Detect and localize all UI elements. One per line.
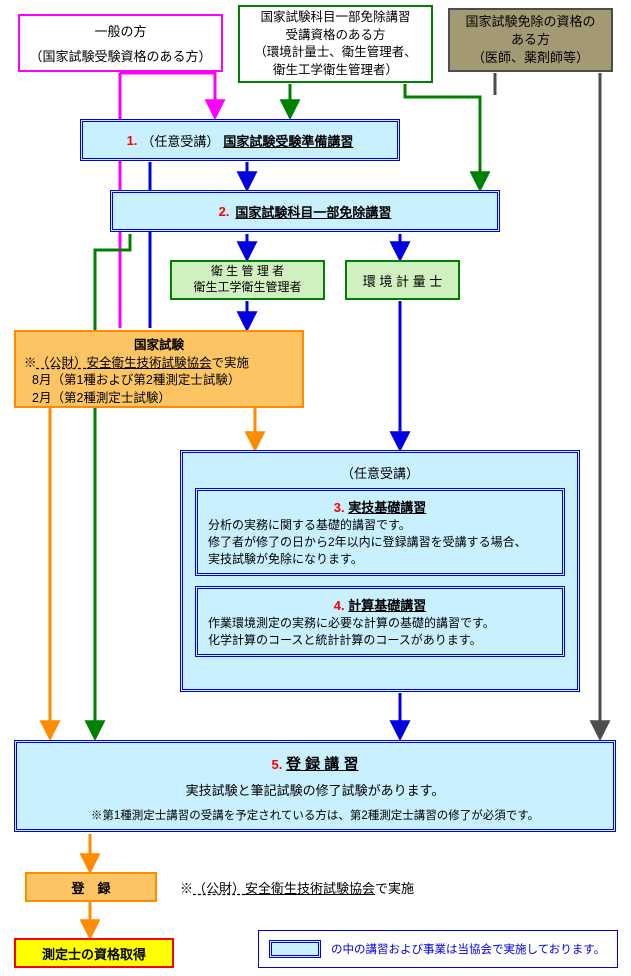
exam-box: 国家試験 ※（公財）安全衛生技術試験協会で実施 8月（第1種および第2種測定士試… bbox=[14, 330, 304, 408]
step-number: 4. bbox=[334, 598, 345, 613]
step-title: 登 録 講 習 bbox=[286, 756, 359, 773]
optional-container: （任意受講） 3. 実技基礎講習 分析の実務に関する基礎的講習です。 修了者が修… bbox=[180, 450, 580, 692]
top-exempt-box: 国家試験免除の資格の ある方 （医師、薬剤師等） bbox=[448, 8, 613, 72]
top-general-box: 一般の方 （国家試験受験資格のある方） bbox=[18, 14, 223, 72]
final-box: 測定士の資格取得 bbox=[14, 938, 174, 968]
desc: 作業環境測定の実務に必要な計算の基礎的講習です。 bbox=[208, 614, 552, 631]
text: （国家試験受験資格のある方） bbox=[29, 46, 211, 65]
branch-right-box: 環 境 計 量 士 bbox=[345, 260, 460, 300]
text: 衛生工学衛生管理者） bbox=[273, 62, 398, 80]
step2-box[interactable]: 2. 国家試験科目一部免除講習 bbox=[110, 190, 500, 232]
step-number: 2. bbox=[219, 204, 230, 219]
step-title: 国家試験受験準備講習 bbox=[223, 131, 353, 150]
step-number: 3. bbox=[334, 500, 345, 515]
step-title: 国家試験科目一部免除講習 bbox=[235, 202, 391, 221]
exam-line3: 2月（第2種測定士試験） bbox=[24, 390, 294, 408]
register-box: 登 録 bbox=[25, 872, 157, 902]
desc: ※第1種測定士講習の受講を予定されている方は、第2種測定士講習の修了が必須です。 bbox=[27, 807, 603, 823]
register-note: ※（公財）安全衛生技術試験協会で実施 bbox=[180, 878, 414, 897]
top-partial-box: 国家試験科目一部免除講習 受講資格のある方 （環境計量士、衛生管理者、 衛生工学… bbox=[238, 5, 433, 83]
text: 衛生工学衛生管理者 bbox=[193, 280, 301, 296]
step3-box[interactable]: 3. 実技基礎講習 分析の実務に関する基礎的講習です。 修了者が修了の日から2年… bbox=[195, 488, 565, 576]
legend-swatch bbox=[269, 940, 321, 958]
text: 受講資格のある方 bbox=[285, 27, 385, 45]
exam-line2: 8月（第1種および第2種測定士試験） bbox=[24, 372, 294, 390]
step4-box[interactable]: 4. 計算基礎講習 作業環境測定の実務に必要な計算の基礎的講習です。 化学計算の… bbox=[195, 586, 565, 657]
text: 国家試験免除の資格の bbox=[465, 13, 595, 31]
text: （医師、薬剤師等） bbox=[472, 49, 589, 67]
text: 一般の方 bbox=[94, 21, 146, 40]
legend-text: の中の講習および事業は当協会で実施しております。 bbox=[331, 941, 605, 957]
optional-header: （任意受講） bbox=[195, 463, 565, 482]
register-label: 登 録 bbox=[71, 878, 110, 897]
step1-box[interactable]: 1. （任意受講） 国家試験受験準備講習 bbox=[80, 119, 400, 161]
step-title: 実技基礎講習 bbox=[348, 500, 426, 515]
desc: 分析の実務に関する基礎的講習です。 bbox=[208, 516, 552, 533]
desc: 化学計算のコースと統計計算のコースがあります。 bbox=[208, 631, 552, 648]
desc: 実技試験が免除になります。 bbox=[208, 550, 552, 567]
text: 環 境 計 量 士 bbox=[363, 271, 442, 290]
text: （環境計量士、衛生管理者、 bbox=[254, 44, 417, 62]
legend: の中の講習および事業は当協会で実施しております。 bbox=[258, 930, 618, 968]
desc: 実技試験と筆記試験の修了試験があります。 bbox=[27, 780, 603, 799]
step-label: （任意受講） bbox=[141, 131, 219, 150]
exam-title: 国家試験 bbox=[24, 337, 294, 355]
step-number: 5. bbox=[272, 757, 283, 772]
step-number: 1. bbox=[127, 133, 138, 148]
desc: 修了者が修了の日から2年以内に登録講習を受講する場合、 bbox=[208, 533, 552, 550]
branch-left-box: 衛 生 管 理 者 衛生工学衛生管理者 bbox=[170, 260, 325, 300]
step5-box[interactable]: 5. 登 録 講 習 実技試験と筆記試験の修了試験があります。 ※第1種測定士講… bbox=[14, 740, 616, 832]
text: ある方 bbox=[511, 31, 550, 49]
step-title: 計算基礎講習 bbox=[348, 598, 426, 613]
exam-line1: ※（公財）安全衛生技術試験協会で実施 bbox=[24, 355, 294, 373]
final-label: 測定士の資格取得 bbox=[42, 944, 146, 963]
text: 国家試験科目一部免除講習 bbox=[260, 9, 410, 27]
text: 衛 生 管 理 者 bbox=[211, 264, 284, 280]
